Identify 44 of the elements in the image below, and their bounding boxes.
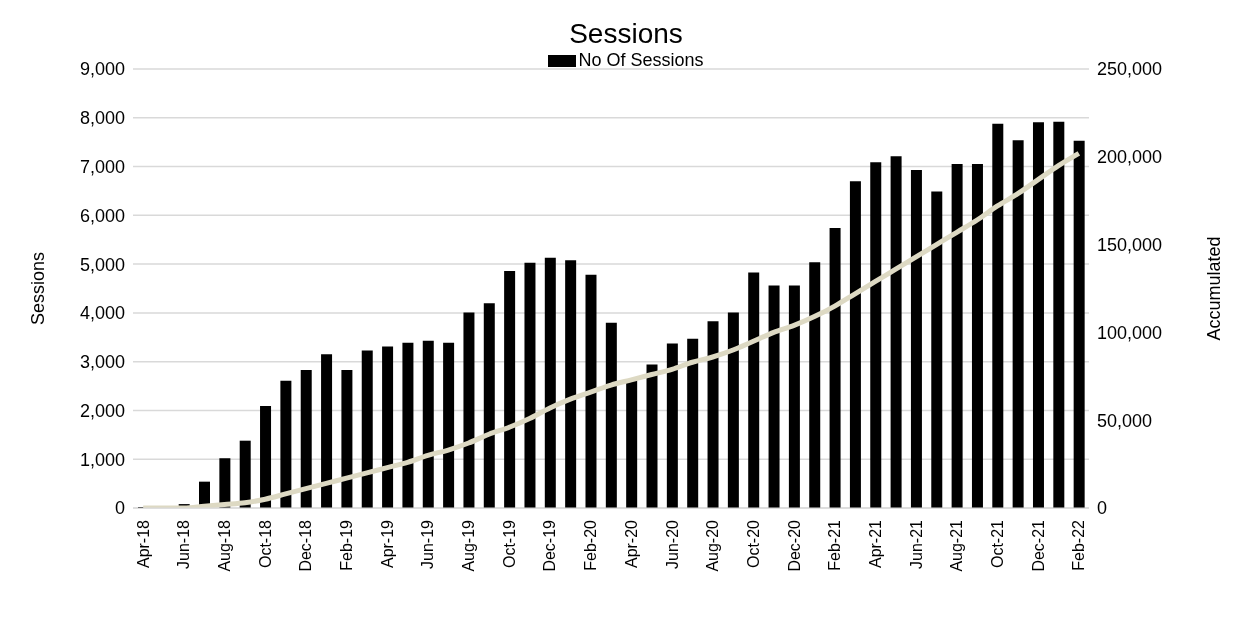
x-tick-label: Aug-18 xyxy=(216,519,234,572)
x-tick-label: Dec-20 xyxy=(785,519,803,572)
x-tick-label: Apr-20 xyxy=(622,519,640,569)
x-tick-label: Jun-21 xyxy=(907,519,925,569)
x-tick-label: Jun-20 xyxy=(663,519,681,569)
x-tick-label: Feb-19 xyxy=(338,519,356,571)
y-tick-label: 5,000 xyxy=(79,254,125,275)
x-tick-label: Oct-18 xyxy=(256,519,274,569)
x-tick-label: Apr-21 xyxy=(866,519,884,569)
y-tick-label: 6,000 xyxy=(79,205,125,226)
y-tick-label: 7,000 xyxy=(79,156,125,177)
y2-tick-label: 50,000 xyxy=(1097,410,1153,431)
y2-tick-label: 150,000 xyxy=(1097,234,1163,255)
y-tick-label: 0 xyxy=(114,498,125,519)
x-tick-label: Dec-21 xyxy=(1029,519,1047,572)
y-axis-title: Sessions xyxy=(28,251,49,326)
y-tick-label: 4,000 xyxy=(79,303,125,324)
y2-tick-label: 0 xyxy=(1097,498,1108,519)
y2-tick-label: 100,000 xyxy=(1097,322,1163,343)
x-tick-label: Oct-19 xyxy=(500,519,518,569)
x-tick-label: Aug-19 xyxy=(460,519,478,572)
x-tick-label: Feb-22 xyxy=(1070,519,1088,571)
y-tick-label: 2,000 xyxy=(79,400,125,421)
x-tick-label: Oct-21 xyxy=(988,519,1006,569)
x-tick-label: Apr-18 xyxy=(134,519,152,569)
x-tick-label: Feb-21 xyxy=(826,519,844,571)
x-tick-label: Oct-20 xyxy=(744,519,762,569)
legend-label: No Of Sessions xyxy=(577,50,704,71)
x-tick-label: Jun-19 xyxy=(419,519,437,569)
y-tick-label: 1,000 xyxy=(79,449,125,470)
y2-axis-title: Accumulated xyxy=(1204,236,1225,341)
y2-tick-label: 200,000 xyxy=(1097,147,1163,168)
x-tick-label: Aug-21 xyxy=(948,519,966,572)
x-tick-label: Feb-20 xyxy=(582,519,600,571)
x-tick-label: Aug-20 xyxy=(704,519,722,572)
x-tick-label: Jun-18 xyxy=(175,519,193,569)
y-tick-label: 3,000 xyxy=(79,352,125,373)
x-tick-label: Apr-19 xyxy=(378,519,396,569)
y-tick-label: 8,000 xyxy=(79,108,125,129)
x-tick-label: Dec-19 xyxy=(541,519,559,572)
x-tick-label: Dec-18 xyxy=(297,519,315,572)
y2-tick-label: 250,000 xyxy=(1097,59,1163,80)
y-tick-label: 9,000 xyxy=(79,59,125,80)
chart-title: Sessions xyxy=(568,18,684,50)
